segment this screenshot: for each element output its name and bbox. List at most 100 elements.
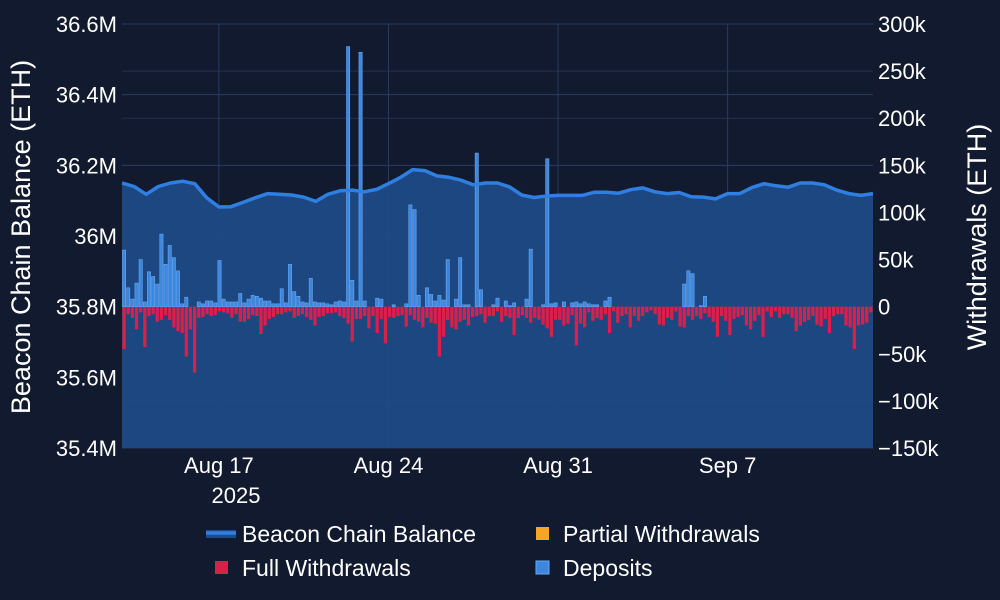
full-withdrawal-bar xyxy=(641,306,645,317)
y-axis-left-label: Beacon Chain Balance (ETH) xyxy=(6,60,36,414)
full-withdrawal-bar xyxy=(607,306,612,334)
full-withdrawal-bar xyxy=(724,306,728,321)
y-left-tick-label: 36.6M xyxy=(56,12,117,37)
full-withdrawal-bar xyxy=(732,306,736,319)
full-withdrawal-bar xyxy=(599,306,603,320)
deposit-bar xyxy=(478,289,483,307)
full-withdrawal-bar xyxy=(263,306,267,326)
full-withdrawal-bar xyxy=(753,306,757,321)
full-withdrawal-bar xyxy=(350,306,354,342)
full-withdrawal-bar xyxy=(354,306,359,319)
full-withdrawal-bar xyxy=(321,306,325,317)
full-withdrawal-bar xyxy=(798,306,803,326)
full-withdrawal-bar xyxy=(338,306,342,317)
full-withdrawal-bar xyxy=(533,306,537,318)
full-withdrawal-bar xyxy=(719,306,724,317)
full-withdrawal-bar xyxy=(715,306,720,337)
deposit-bar xyxy=(171,257,176,307)
full-withdrawal-bar xyxy=(176,306,180,332)
full-withdrawal-bar xyxy=(583,306,587,328)
deposit-bar xyxy=(462,304,467,307)
deposit-bar xyxy=(433,300,438,307)
deposit-bar xyxy=(358,51,363,307)
deposit-bar xyxy=(586,303,591,307)
deposit-bar xyxy=(574,301,579,307)
full-withdrawal-bar xyxy=(450,306,454,328)
full-withdrawal-bar xyxy=(744,306,749,326)
full-withdrawal-bar xyxy=(529,306,533,323)
full-withdrawal-bar xyxy=(251,306,255,316)
full-withdrawal-bar xyxy=(699,306,703,319)
full-withdrawal-bar xyxy=(271,306,276,318)
deposit-bar xyxy=(582,301,587,307)
full-withdrawal-bar xyxy=(748,306,753,330)
x-tick-label: Sep 7 xyxy=(699,453,757,478)
full-withdrawal-bar xyxy=(504,306,508,317)
full-withdrawal-bar xyxy=(566,306,570,324)
deposit-bar xyxy=(524,298,529,307)
full-withdrawal-bar xyxy=(363,306,367,317)
deposit-bar xyxy=(445,259,450,307)
legend-swatch-box xyxy=(536,527,549,540)
deposit-bar xyxy=(147,271,151,307)
full-withdrawal-bar xyxy=(367,306,371,329)
deposit-bar xyxy=(329,304,334,307)
deposit-bar xyxy=(130,298,135,307)
deposit-bar xyxy=(292,291,297,307)
full-withdrawal-bar xyxy=(682,306,686,328)
deposit-bar xyxy=(429,294,434,307)
deposit-bar xyxy=(209,300,214,307)
full-withdrawal-bar xyxy=(574,306,578,346)
full-withdrawal-bar xyxy=(591,306,595,321)
full-withdrawal-bar xyxy=(147,306,151,317)
full-withdrawal-bar xyxy=(624,306,628,315)
deposit-bar xyxy=(682,283,687,307)
full-withdrawal-bar xyxy=(686,306,690,317)
full-withdrawal-bar xyxy=(470,306,475,318)
full-withdrawal-bar xyxy=(313,306,317,326)
legend: Beacon Chain Balance Partial Withdrawals F… xyxy=(206,521,760,581)
full-withdrawal-bar xyxy=(222,306,226,313)
full-withdrawal-bar xyxy=(458,306,462,322)
full-withdrawal-bar xyxy=(454,306,458,330)
deposit-bar xyxy=(578,303,583,307)
full-withdrawal-bar xyxy=(823,306,827,319)
full-withdrawal-bar xyxy=(309,306,313,320)
full-withdrawal-bar xyxy=(246,306,251,319)
full-withdrawal-bar xyxy=(346,306,350,324)
full-withdrawal-bar xyxy=(305,306,309,318)
full-withdrawal-bar xyxy=(143,306,147,348)
deposit-bar xyxy=(200,303,205,307)
full-withdrawal-bar xyxy=(371,306,375,317)
deposit-bar xyxy=(337,300,342,307)
full-withdrawal-bar xyxy=(869,306,873,313)
x-tick-label: Aug 31 xyxy=(523,453,593,478)
y-right-tick-label: 250k xyxy=(878,59,927,84)
deposit-bar xyxy=(225,301,230,307)
full-withdrawal-bar xyxy=(628,306,632,328)
full-withdrawal-bar xyxy=(383,306,388,344)
full-withdrawal-bar xyxy=(180,306,184,334)
deposit-bar xyxy=(242,302,247,307)
full-withdrawal-bar xyxy=(728,306,732,335)
full-withdrawal-bar xyxy=(392,306,396,318)
full-withdrawal-bar xyxy=(429,306,433,323)
deposit-bar xyxy=(283,302,288,307)
full-withdrawal-bar xyxy=(616,306,620,323)
deposit-bar xyxy=(134,282,139,307)
full-withdrawal-bar xyxy=(201,306,205,318)
deposit-bar xyxy=(362,300,367,307)
full-withdrawal-bar xyxy=(861,306,865,325)
legend-swatch-box xyxy=(535,560,550,575)
full-withdrawal-bar xyxy=(661,306,666,326)
deposit-bar xyxy=(279,288,284,307)
full-withdrawal-bar xyxy=(404,306,408,327)
full-withdrawal-bar xyxy=(421,306,425,328)
deposit-bar xyxy=(495,297,500,307)
full-withdrawal-bar xyxy=(139,306,143,313)
full-withdrawal-bar xyxy=(255,306,259,317)
full-withdrawal-bar xyxy=(284,306,288,313)
deposit-bar xyxy=(466,304,471,307)
full-withdrawal-bar xyxy=(765,306,769,312)
y-left-tick-label: 35.4M xyxy=(56,436,117,461)
